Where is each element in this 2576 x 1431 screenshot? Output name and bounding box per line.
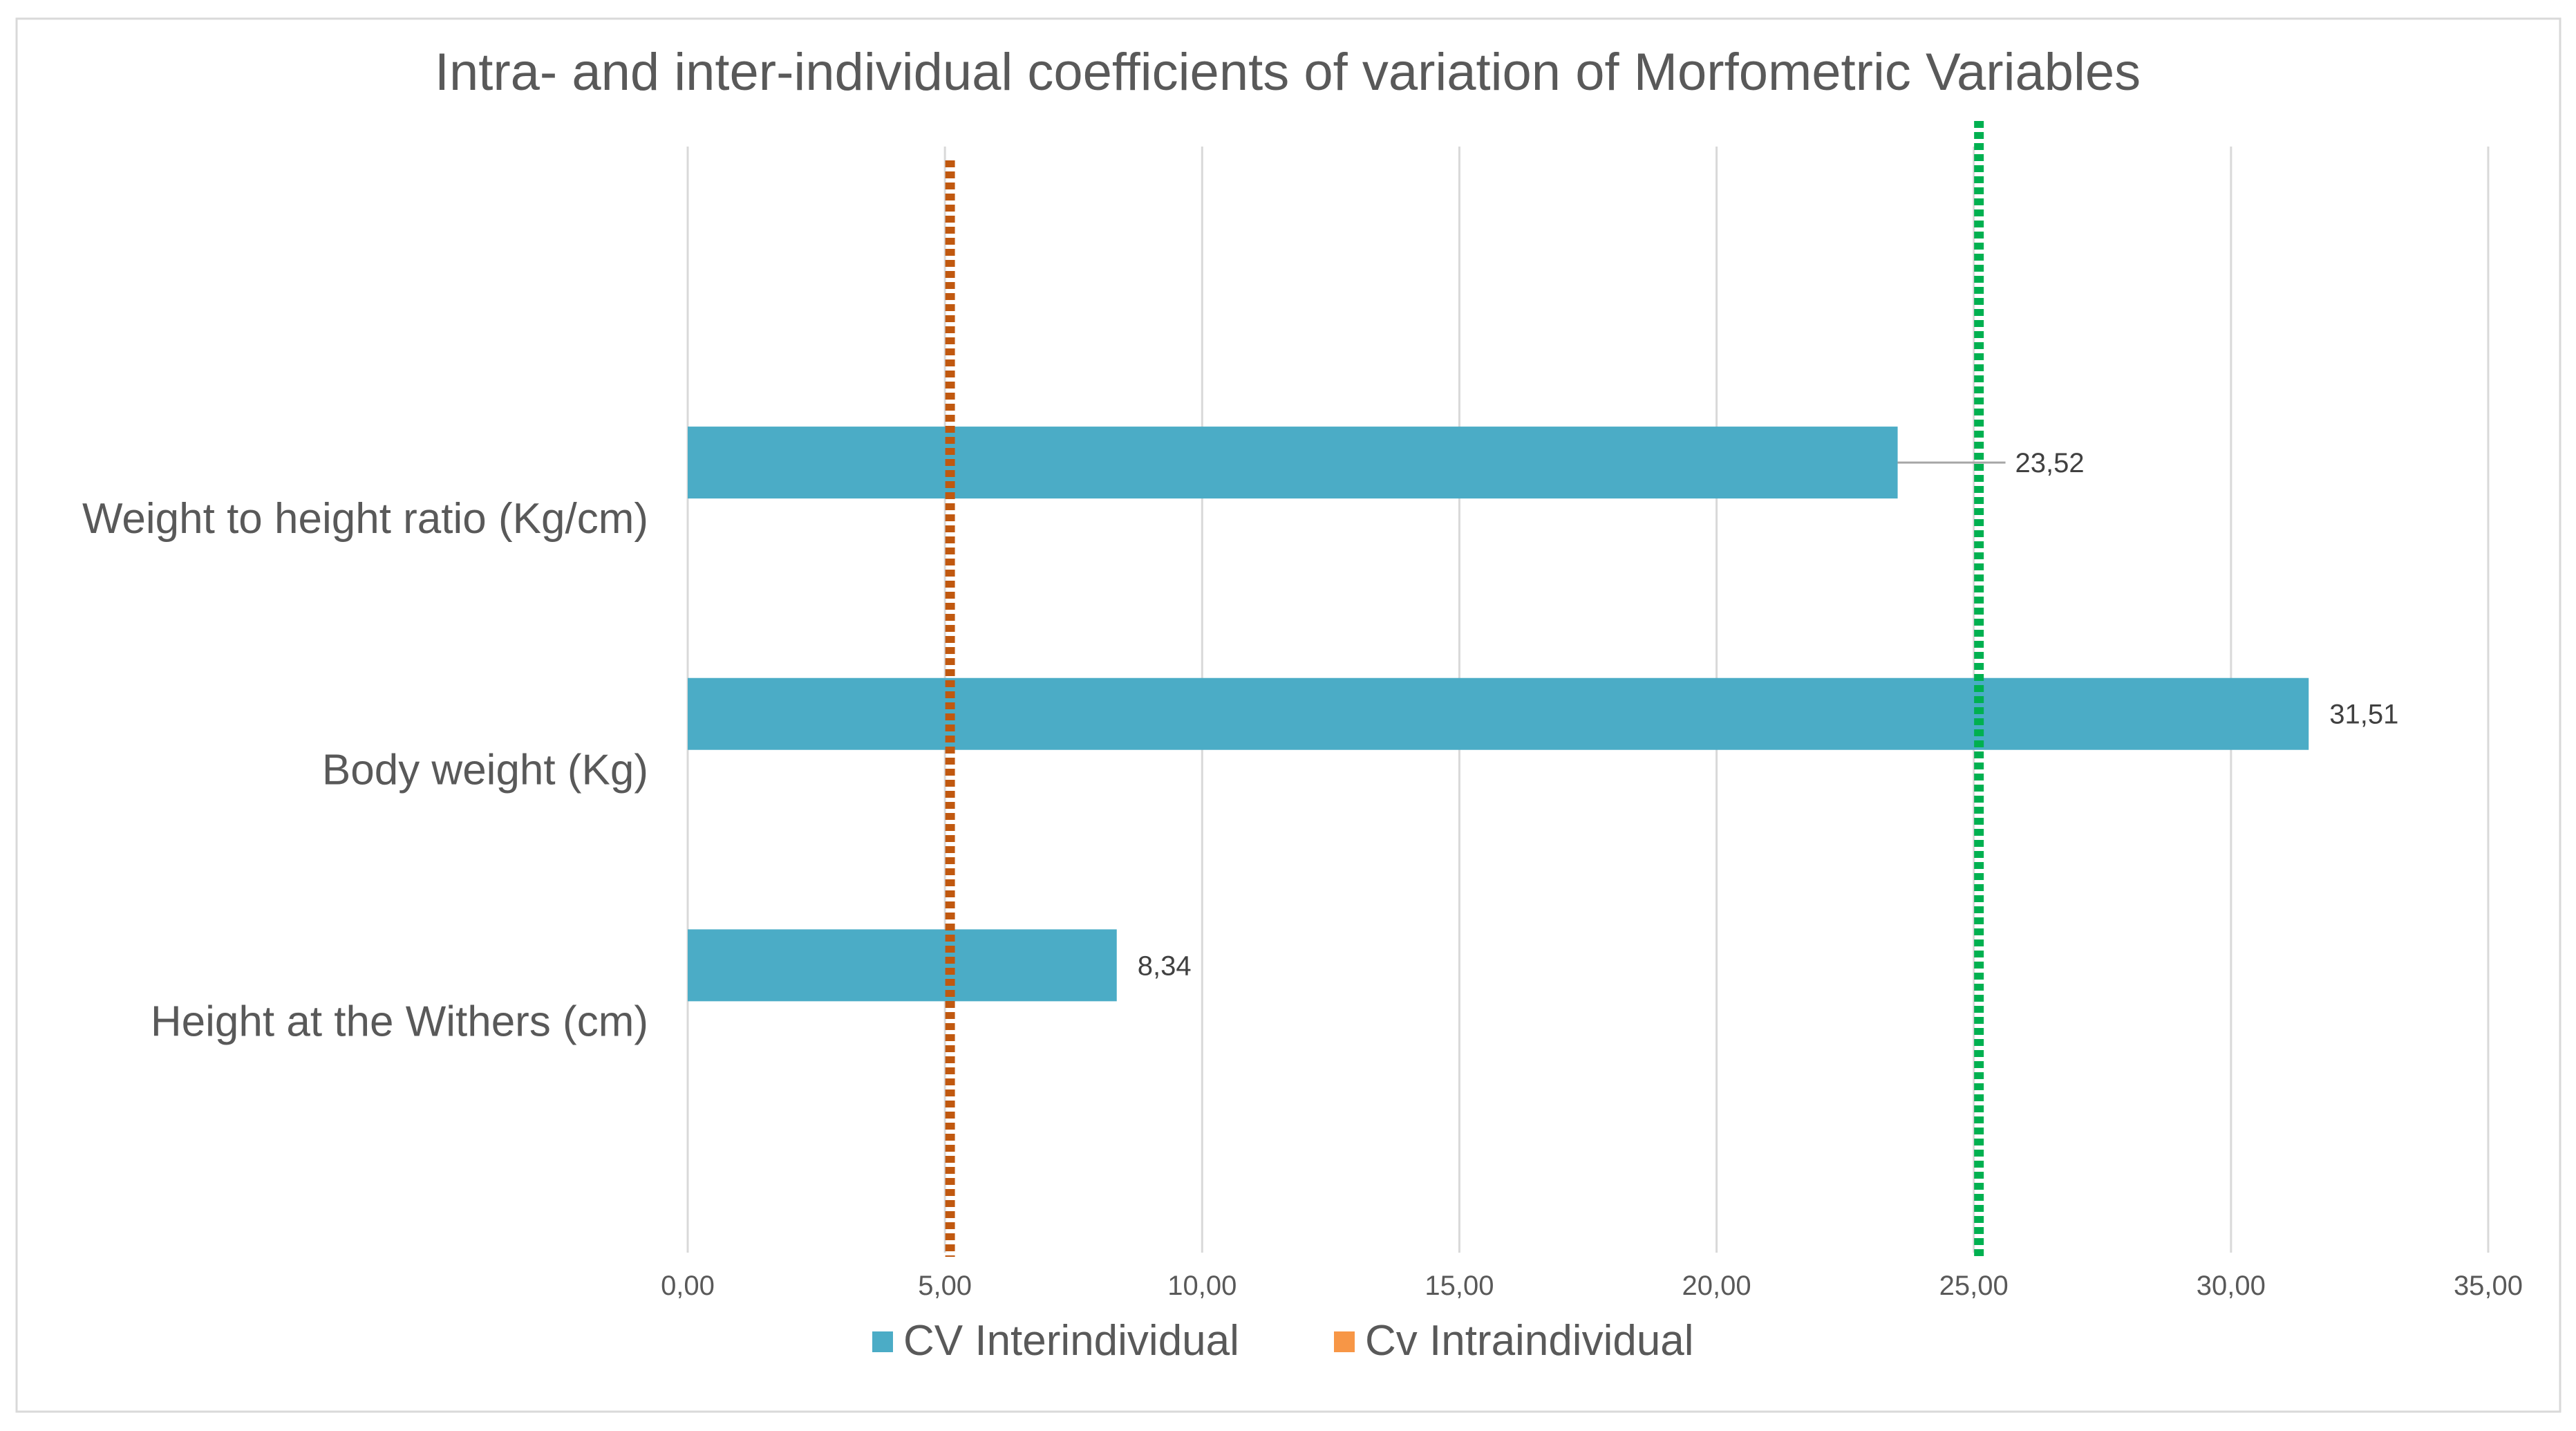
x-tick-label: 15,00 (1425, 1271, 1494, 1301)
legend: CV Interindividual Cv Intraindividual (872, 1317, 1694, 1365)
category-labels: Weight to height ratio (Kg/cm) Body weigh… (82, 495, 648, 1045)
data-label: 31,51 (2329, 700, 2398, 730)
x-axis-tick-labels: 0,00 5,00 10,00 15,00 20,00 25,00 30,00 35,00 (661, 1271, 2523, 1301)
reference-lines (945, 121, 1984, 1257)
legend-label: CV Interindividual (903, 1317, 1239, 1365)
category-label: Body weight (Kg) (322, 747, 648, 794)
legend-label: Cv Intraindividual (1365, 1317, 1694, 1365)
legend-swatch-0 (872, 1331, 893, 1352)
bar-2 (688, 929, 1117, 1002)
bar-1 (688, 677, 2309, 750)
legend-swatch-1 (1334, 1331, 1355, 1352)
x-tick-label: 30,00 (2197, 1271, 2266, 1301)
bars (688, 427, 2309, 1002)
x-tick-label: 20,00 (1682, 1271, 1751, 1301)
x-tick-label: 5,00 (918, 1271, 972, 1301)
x-tick-label: 35,00 (2454, 1271, 2523, 1301)
chart-title: Intra- and inter-individual coefficients… (435, 43, 2141, 102)
data-label: 23,52 (2015, 448, 2085, 478)
x-tick-label: 10,00 (1167, 1271, 1237, 1301)
data-labels: 23,52 31,51 8,34 (1138, 448, 2399, 981)
data-label: 8,34 (1138, 951, 1192, 981)
category-label: Height at the Withers (cm) (151, 998, 648, 1045)
category-label: Weight to height ratio (Kg/cm) (82, 495, 648, 543)
x-tick-label: 0,00 (661, 1271, 715, 1301)
x-tick-label: 25,00 (1939, 1271, 2009, 1301)
bar-0 (688, 427, 1898, 499)
